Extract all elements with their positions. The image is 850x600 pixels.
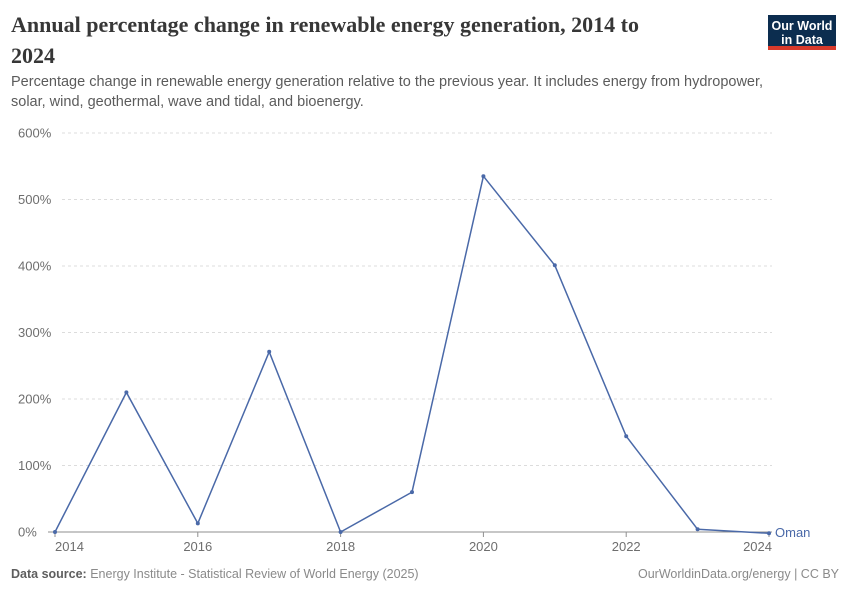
data-point xyxy=(767,531,771,536)
attribution-text: OurWorldinData.org/energy | CC BY xyxy=(637,567,839,581)
data-point xyxy=(481,174,486,179)
data-source-note: Data source: Energy Institute - Statisti… xyxy=(11,567,419,581)
page-title: Annual percentage change in renewable en… xyxy=(11,12,639,68)
y-axis-tick-label: 300% xyxy=(18,325,52,340)
x-axis-tick-label: 2024 xyxy=(743,539,772,554)
chart-footer: Data source: Energy Institute - Statisti… xyxy=(11,567,839,581)
y-axis-tick-label: 0% xyxy=(18,525,37,540)
x-axis-tick-label: 2020 xyxy=(469,539,498,554)
y-axis-tick-label: 600% xyxy=(18,126,52,141)
x-axis-tick-label: 2014 xyxy=(55,539,84,554)
y-axis-tick-label: 500% xyxy=(18,192,52,207)
chart-subtitle: Percentage change in renewable energy ge… xyxy=(11,74,764,110)
data-point xyxy=(53,530,57,534)
owid-logo: Our World in Data xyxy=(768,15,836,50)
data-point xyxy=(410,490,414,495)
data-point xyxy=(552,263,557,268)
data-source-text: Energy Institute - Statistical Review of… xyxy=(86,567,419,581)
series-label-oman: Oman xyxy=(775,525,811,541)
data-point xyxy=(124,390,129,395)
y-axis-tick-label: 200% xyxy=(18,392,52,407)
x-axis-tick-label: 2016 xyxy=(183,539,212,554)
x-axis-tick-label: 2018 xyxy=(326,539,355,554)
data-point xyxy=(695,527,700,532)
data-source-label: Data source: xyxy=(11,567,87,581)
data-point xyxy=(338,530,343,534)
data-point xyxy=(624,434,629,439)
y-axis-tick-label: 400% xyxy=(18,259,52,274)
x-axis-tick-label: 2022 xyxy=(612,539,641,554)
data-point xyxy=(267,349,272,354)
data-point xyxy=(195,521,200,526)
y-axis-tick-label: 100% xyxy=(18,458,52,473)
data-line xyxy=(54,175,770,535)
